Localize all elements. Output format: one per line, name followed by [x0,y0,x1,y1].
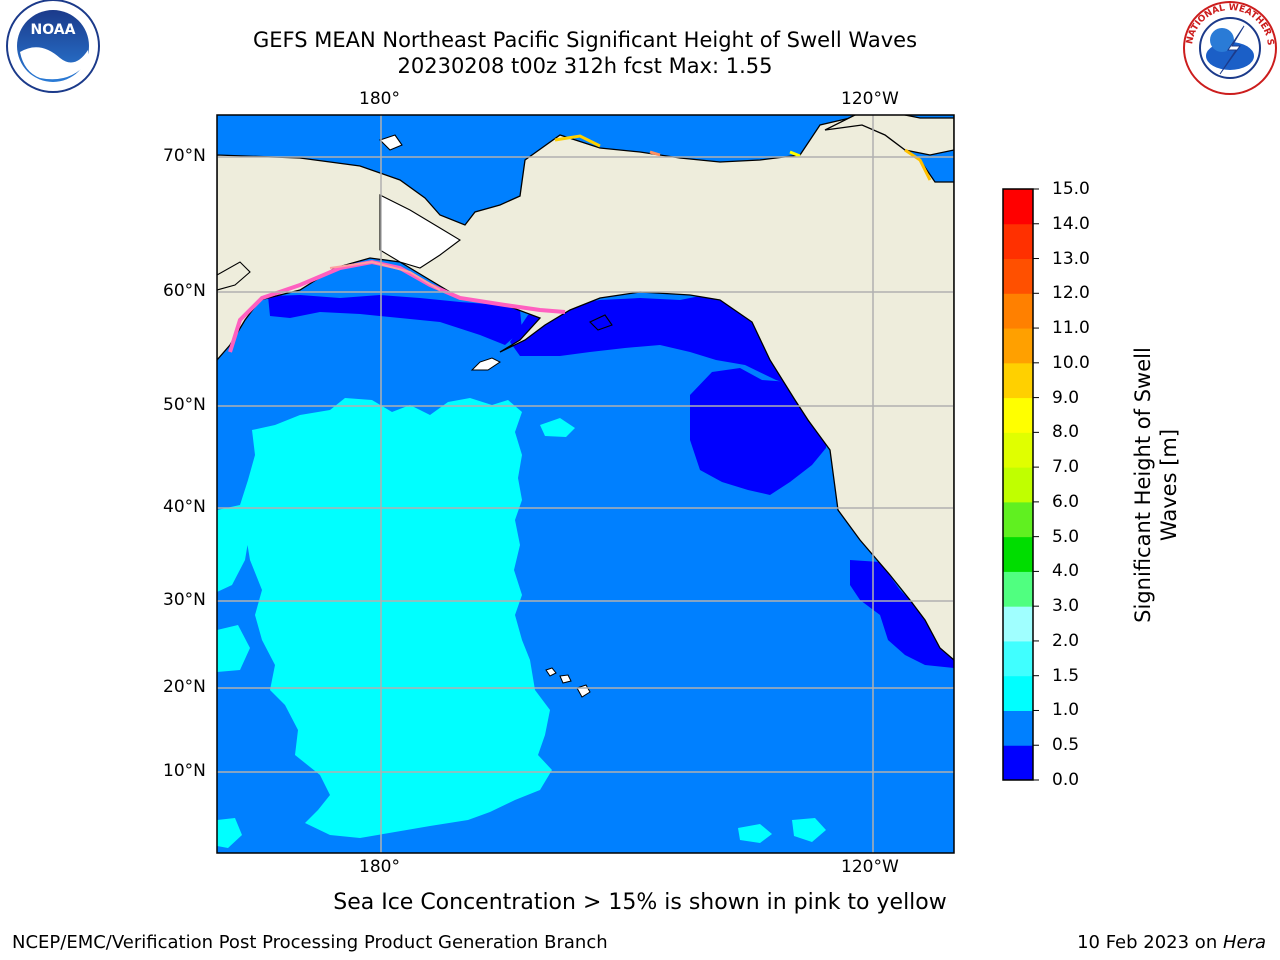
svg-text:NOAA: NOAA [31,22,76,38]
colorbar-tick-label: 0.5 [1052,735,1080,756]
colorbar-tick-label: 15.0 [1052,179,1090,199]
colorbar-tick-label: 13.0 [1052,248,1090,269]
colorbar-segment-14 [1003,258,1033,294]
colorbar-tick-label: 6.0 [1052,491,1080,512]
colorbar-segment-15 [1003,223,1033,260]
colorbar-tick-label: 12.0 [1052,283,1090,304]
svg-text:NATIONAL WEATHER SERVICE: NATIONAL WEATHER SERVICE [0,0,1275,46]
lat-label-40n: 40°N [163,497,206,517]
colorbar-tick-label: 2.0 [1052,630,1080,651]
colorbar-segment-2 [1003,675,1033,711]
colorbar-tick-label: 3.0 [1052,596,1080,617]
lat-label-10n: 10°N [163,761,206,781]
colorbar-segment-16 [1003,189,1033,225]
colorbar-tick-label: 9.0 [1052,387,1080,408]
colorbar-segment-11 [1003,362,1033,399]
colorbar-segment-8 [1003,467,1033,503]
lon-label-top-120w: 120°W [841,89,899,109]
lat-label-20n: 20°N [163,677,206,697]
footer-machine: Hera [1222,932,1266,953]
chart-subtitle: 20230208 t00z 312h fcst Max: 1.55 [397,54,773,78]
lon-label-bottom-180: 180° [359,857,400,877]
colorbar-segment-1 [1003,710,1033,746]
lat-label-60n: 60°N [163,281,206,301]
sea-ice-note: Sea Ice Concentration > 15% is shown in … [333,890,947,915]
footer-credit: NCEP/EMC/Verification Post Processing Pr… [12,932,608,953]
colorbar-segment-3 [1003,640,1033,677]
colorbar-segment-13 [1003,293,1033,329]
colorbar-segment-12 [1003,328,1033,364]
lon-label-top-180: 180° [359,89,400,109]
colorbar-segment-7 [1003,501,1033,538]
colorbar-tick-label: 1.0 [1052,700,1080,721]
colorbar-segment-10 [1003,397,1033,433]
colorbar-segment-9 [1003,432,1033,468]
lat-label-50n: 50°N [163,395,206,415]
colorbar-segment-0 [1003,745,1033,781]
colorbar-label: Significant Height of Swell Waves [m] [1131,347,1181,623]
colorbar [1002,188,1039,781]
colorbar-tick-label: 0.0 [1052,770,1080,790]
colorbar-frame [1002,188,1034,781]
colorbar-tick-label: 10.0 [1052,352,1090,373]
lat-label-70n: 70°N [163,146,206,166]
graticule [217,115,954,853]
footer-date: 10 Feb 2023 on Hera [1077,932,1266,953]
colorbar-tick-label: 11.0 [1052,318,1090,339]
chart-title: GEFS MEAN Northeast Pacific Significant … [252,28,918,52]
lat-label-30n: 30°N [163,590,206,610]
colorbar-tick-label: 8.0 [1052,422,1080,443]
colorbar-segment-5 [1003,571,1033,607]
colorbar-tick-label: 5.0 [1052,526,1080,547]
colorbar-tick-label: 14.0 [1052,213,1090,234]
swell-region-0-0p5 [690,368,828,495]
noaa-logo: NOAA [6,0,100,93]
colorbar-segment-6 [1003,536,1033,572]
map-panel [217,115,954,853]
footer-date-text: 10 Feb 2023 on [1077,932,1223,953]
colorbar-tick-label: 4.0 [1052,561,1080,582]
map-frame [216,114,955,854]
colorbar-segment-4 [1003,606,1033,642]
nws-logo: NATIONAL WEATHER SERVICE [0,0,1277,95]
colorbar-tick-label: 1.5 [1052,665,1080,686]
colorbar-tick-label: 7.0 [1052,457,1080,478]
lon-label-bottom-120w: 120°W [841,857,899,877]
